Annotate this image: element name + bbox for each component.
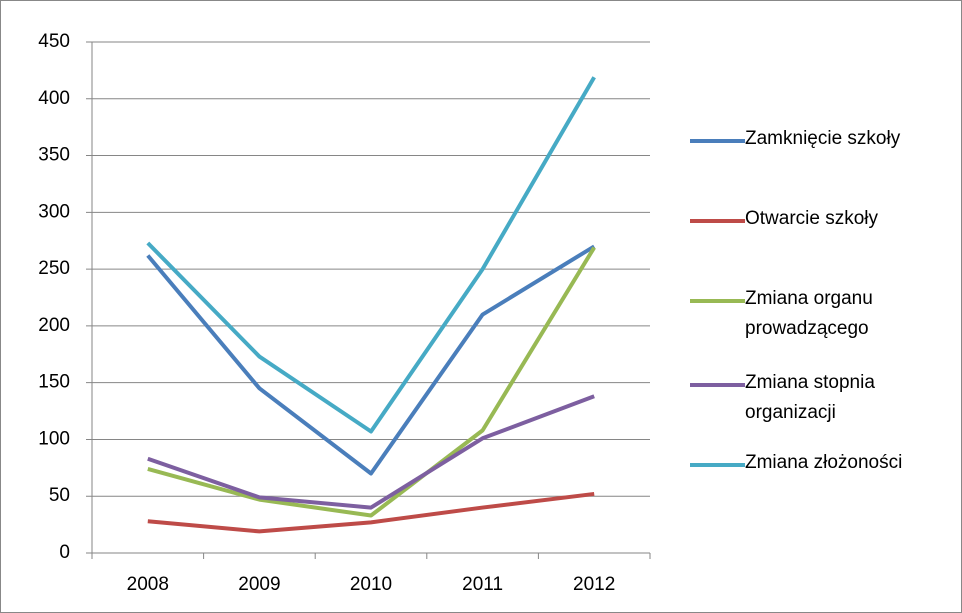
legend-item: Zmiana stopnia organizacji — [690, 372, 955, 428]
legend-item: Zmiana złożoności — [690, 452, 955, 478]
legend-item: Zamknięcie szkoły — [690, 128, 955, 154]
y-tick-label: 300 — [38, 201, 70, 222]
y-tick-label: 100 — [38, 428, 70, 449]
legend-swatch — [690, 383, 745, 387]
series-line — [147, 394, 595, 510]
y-tick-label: 0 — [59, 542, 70, 563]
y-tick-label: 50 — [49, 485, 70, 506]
series-line — [147, 246, 596, 518]
legend-swatch — [690, 463, 745, 467]
y-tick-label: 250 — [38, 258, 70, 279]
legend-label: Zmiana stopnia organizacji — [745, 372, 875, 423]
y-tick-label: 200 — [38, 315, 70, 336]
legend-item: Otwarcie szkoły — [690, 208, 955, 234]
legend-label: Zamknięcie szkoły — [745, 128, 901, 149]
y-tick-label: 350 — [38, 145, 70, 166]
series-line — [147, 491, 595, 534]
y-tick-label: 150 — [38, 372, 70, 393]
legend-label: Zmiana organu prowadzącego — [745, 288, 873, 339]
x-tick-label: 2011 — [462, 574, 503, 595]
legend-label: Zmiana złożoności — [745, 452, 903, 473]
legend-swatch — [690, 219, 745, 223]
y-tick-label: 450 — [38, 31, 70, 52]
x-tick-label: 2009 — [238, 574, 280, 595]
legend-item: Zmiana organu prowadzącego — [690, 288, 955, 344]
x-tick-label: 2008 — [127, 574, 169, 595]
x-tick-label: 2012 — [573, 574, 615, 595]
series-line — [146, 244, 596, 476]
legend-swatch — [690, 299, 745, 303]
x-tick-label: 2010 — [350, 574, 392, 595]
legend-label: Otwarcie szkoły — [745, 208, 879, 229]
y-tick-label: 400 — [38, 88, 70, 109]
legend-swatch — [690, 139, 745, 143]
series-line — [146, 76, 596, 434]
